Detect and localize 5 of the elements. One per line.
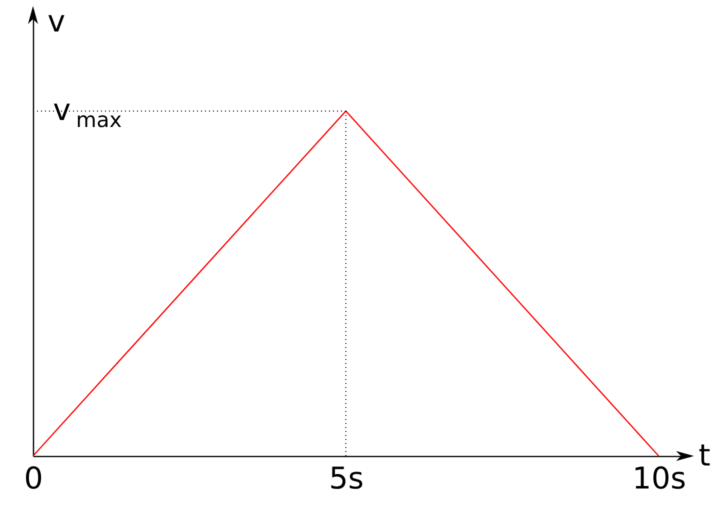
- x-tick-label: 5s: [329, 462, 364, 496]
- y-axis-title: v: [48, 4, 66, 40]
- x-axis-title: t: [698, 438, 711, 474]
- x-tick-label: 0: [24, 462, 44, 496]
- x-tick-label: 10s: [632, 462, 686, 496]
